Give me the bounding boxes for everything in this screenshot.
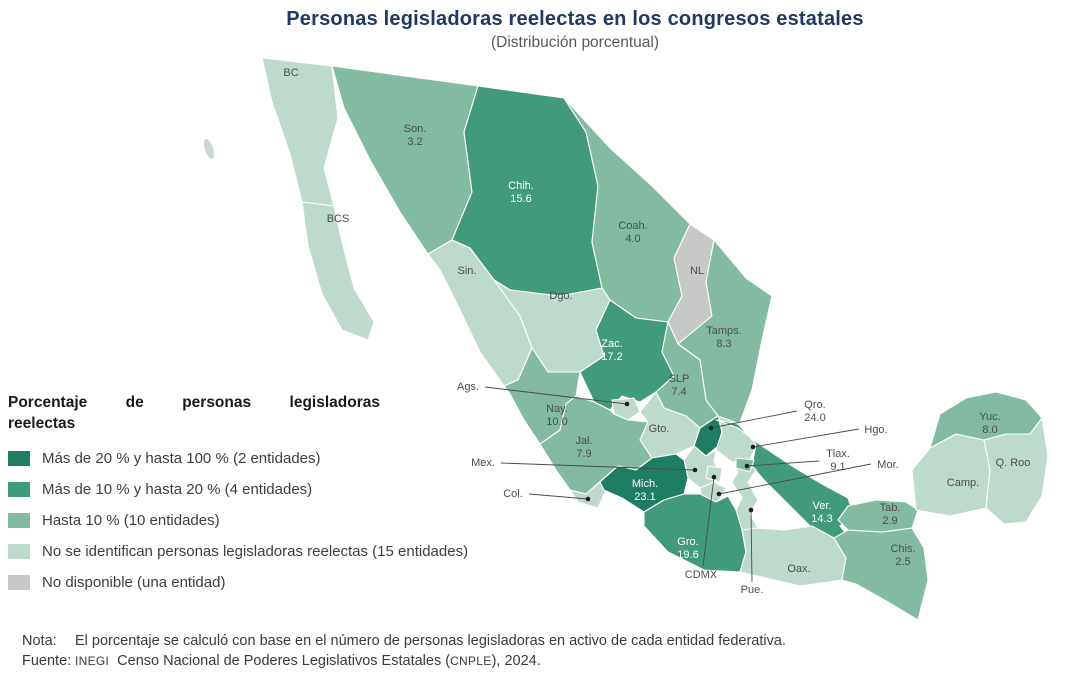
state-qroo bbox=[983, 417, 1049, 525]
state-label-camp: Camp. bbox=[947, 477, 979, 489]
state-ags bbox=[611, 397, 641, 421]
state-label-pue: Pue. bbox=[741, 584, 764, 596]
legend-label: No se identifican personas legisladoras … bbox=[42, 543, 469, 560]
leader-dot-mex bbox=[692, 467, 698, 473]
notes: Nota: El porcentaje se calculó con base … bbox=[22, 631, 786, 671]
leader-dot-ags bbox=[624, 401, 630, 407]
leader-line-mex bbox=[500, 462, 696, 471]
legend-swatch bbox=[8, 513, 30, 528]
state-bcs bbox=[301, 201, 375, 341]
fuente-label: Fuente: bbox=[22, 653, 72, 669]
leader-dot-qro bbox=[708, 425, 714, 431]
header: Personas legisladoras reelectas en los c… bbox=[0, 8, 1068, 52]
state-label-chis: Chis. 2.5 bbox=[890, 543, 915, 568]
page-subtitle: (Distribución porcentual) bbox=[491, 34, 659, 51]
page-title: Personas legisladoras reelectas en los c… bbox=[286, 8, 864, 30]
state-camp bbox=[911, 433, 991, 517]
legend-item-cat2: Más de 10 % y hasta 20 % (4 entidades) bbox=[8, 481, 568, 498]
legend-swatch bbox=[8, 451, 30, 466]
legend-item-cat3: Hasta 10 % (10 entidades) bbox=[8, 512, 568, 529]
state-label-gro: Gro. 19.6 bbox=[677, 536, 698, 561]
leader-line-mor bbox=[718, 463, 872, 495]
legend-item-cat1: Más de 20 % y hasta 100 % (2 entidades) bbox=[8, 450, 568, 467]
state-label-sin: Sin. bbox=[458, 265, 477, 277]
state-label-jal: Jal. 7.9 bbox=[575, 435, 592, 460]
state-label-ver: Ver. 14.3 bbox=[811, 500, 832, 525]
state-label-slp: SLP 7.4 bbox=[669, 373, 690, 398]
leader-dot-hgo bbox=[750, 444, 756, 450]
legend-item-cat5: No disponible (una entidad) bbox=[8, 574, 568, 591]
state-label-tamps: Tamps. 8.3 bbox=[706, 325, 741, 350]
legend-title-line2: reelectas bbox=[8, 415, 76, 432]
legend-items: Más de 20 % y hasta 100 % (2 entidades) M… bbox=[8, 450, 568, 591]
island bbox=[203, 137, 215, 161]
state-cdmx bbox=[705, 465, 723, 483]
legend-swatch bbox=[8, 575, 30, 590]
state-label-dgo: Dgo. bbox=[549, 290, 572, 302]
leader-dot-col bbox=[585, 496, 591, 502]
leader-dot-pue bbox=[748, 507, 754, 513]
leader-dot-mor bbox=[716, 491, 722, 497]
nota-row: Nota: El porcentaje se calculó con base … bbox=[22, 631, 786, 651]
leader-line-tlax bbox=[746, 460, 820, 467]
fuente-suffix: ), 2024. bbox=[491, 653, 541, 669]
state-gro bbox=[643, 493, 747, 573]
state-label-nl: NL bbox=[690, 265, 704, 277]
leader-line-hgo bbox=[752, 428, 860, 448]
nota-label: Nota: bbox=[22, 633, 57, 649]
state-bc bbox=[261, 57, 339, 207]
state-label-oax: Oax. bbox=[787, 563, 810, 575]
state-label-qroo: Q. Roo bbox=[996, 457, 1031, 469]
state-label-hgo: Hgo. bbox=[864, 424, 887, 436]
leader-dot-cdmx bbox=[711, 474, 717, 480]
state-label-cdmx: CDMX bbox=[685, 569, 718, 581]
leader-line-ags bbox=[484, 386, 628, 405]
leader-dot-tlax bbox=[744, 463, 750, 469]
fuente-row: Fuente: INEGI Censo Nacional de Poderes L… bbox=[22, 651, 786, 671]
state-label-bc: BC bbox=[283, 67, 298, 79]
state-label-mich: Mich. 23.1 bbox=[632, 478, 658, 503]
state-label-nay: Nay. 10.0 bbox=[546, 403, 568, 428]
legend-title-line1: Porcentaje de personas legisladoras bbox=[8, 394, 380, 411]
state-mich bbox=[599, 453, 689, 513]
state-label-tab: Tab. 2.9 bbox=[880, 502, 901, 527]
legend-label: Hasta 10 % (10 entidades) bbox=[42, 512, 220, 529]
state-label-qro: Qro. 24.0 bbox=[804, 399, 825, 424]
legend-swatch bbox=[8, 544, 30, 559]
fuente-text: INEGI Censo Nacional de Poderes Legislati… bbox=[75, 651, 541, 671]
state-chis bbox=[833, 527, 929, 621]
state-label-tlax: Tlax. 9.1 bbox=[826, 448, 850, 473]
state-label-mex: Mex. bbox=[471, 457, 495, 469]
leader-line-pue bbox=[750, 509, 753, 583]
legend: Porcentaje de personas legisladoras reel… bbox=[8, 392, 568, 605]
state-label-yuc: Yuc. 8.0 bbox=[979, 411, 1000, 436]
state-label-mor: Mor. bbox=[877, 459, 898, 471]
legend-item-cat4: No se identifican personas legisladoras … bbox=[8, 543, 568, 560]
state-son bbox=[331, 65, 479, 255]
state-label-col: Col. bbox=[503, 488, 523, 500]
state-label-coah: Coah. 4.0 bbox=[618, 220, 647, 245]
state-label-bcs: BCS bbox=[327, 213, 350, 225]
state-label-son: Son. 3.2 bbox=[404, 123, 427, 148]
fuente-body: Censo Nacional de Poderes Legislativos E… bbox=[117, 653, 451, 669]
state-label-gto: Gto. bbox=[649, 423, 670, 435]
state-label-chih: Chih. 15.6 bbox=[508, 180, 534, 205]
fuente-inegi: INEGI bbox=[75, 654, 110, 668]
legend-label: No disponible (una entidad) bbox=[42, 574, 226, 591]
leader-line-qro bbox=[710, 410, 798, 429]
nota-text: El porcentaje se calculó con base en el … bbox=[75, 633, 786, 649]
legend-label: Más de 20 % y hasta 100 % (2 entidades) bbox=[42, 450, 321, 467]
legend-label: Más de 10 % y hasta 20 % (4 entidades) bbox=[42, 481, 313, 498]
fuente-acronym: CNPLE bbox=[450, 654, 492, 668]
leader-line-col bbox=[528, 493, 589, 500]
state-label-zac: Zac. 17.2 bbox=[601, 338, 622, 363]
state-label-ags: Ags. bbox=[457, 381, 479, 393]
leader-line-cdmx bbox=[702, 476, 715, 567]
legend-swatch bbox=[8, 482, 30, 497]
legend-title: Porcentaje de personas legisladoras reel… bbox=[8, 392, 380, 434]
